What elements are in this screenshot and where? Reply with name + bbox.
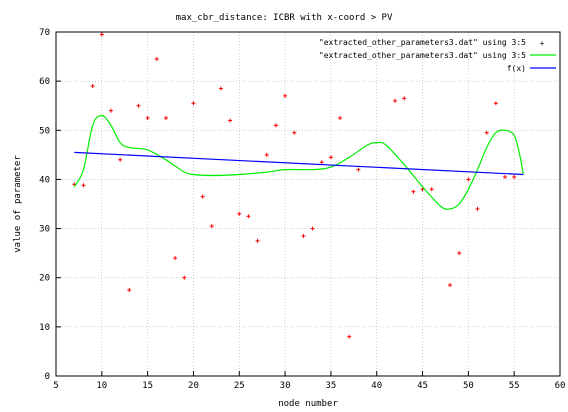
data-point [411,189,416,194]
data-point [328,155,333,160]
data-point [466,177,471,182]
x-tick-label: 40 [371,381,382,391]
legend-label-fx: f(x) [507,64,526,73]
smooth-curve-series [73,114,524,210]
data-point [292,130,297,135]
data-point [402,96,407,101]
y-tick-label: 20 [39,274,50,284]
x-tick-label: 45 [417,381,428,391]
data-point [493,101,498,106]
data-point [347,334,352,339]
data-point [182,275,187,280]
y-axis-label: value of parameter [13,155,23,253]
data-point [218,86,223,91]
data-point [136,103,141,108]
data-point [237,211,242,216]
legend-marker-points: + [540,39,545,48]
data-point [356,167,361,172]
legend-label-smooth: "extracted_other_parameters3.dat" using … [319,51,526,60]
y-tick-label: 50 [39,126,50,136]
y-tick-label: 30 [39,225,50,235]
data-point [200,194,205,199]
data-point [255,238,260,243]
x-tick-label: 60 [555,381,566,391]
data-point [90,84,95,89]
data-point [301,233,306,238]
data-point [273,123,278,128]
chart-title: max_cbr_distance: ICBR with x-coord > PV [176,13,393,23]
y-tick-label: 60 [39,77,50,87]
data-point [191,101,196,106]
data-point [512,174,517,179]
data-point [448,283,453,288]
x-axis-label: node number [278,399,338,409]
data-point [145,116,150,120]
data-point [127,288,132,292]
data-point [319,160,324,165]
scatter-series [72,32,517,339]
data-point [264,152,269,157]
data-point [457,251,462,256]
x-axis-ticks: 5 10 15 20 25 30 35 40 45 50 55 60 [53,371,565,391]
data-point [503,174,508,179]
grid [56,32,560,376]
data-point [228,118,233,123]
data-point [246,214,251,219]
x-tick-label: 15 [142,381,153,391]
y-tick-label: 70 [39,28,50,38]
x-tick-label: 50 [463,381,474,391]
data-point [99,32,104,37]
x-tick-label: 35 [325,381,336,391]
data-point [173,256,178,261]
legend: "extracted_other_parameters3.dat" using … [319,38,556,73]
x-tick-label: 10 [96,381,107,391]
data-point [154,57,159,62]
data-point [475,206,480,211]
data-point [484,130,489,135]
data-point [108,108,113,113]
plot-frame [55,31,561,377]
y-tick-label: 0 [45,372,50,382]
y-tick-label: 40 [39,175,50,185]
data-point [163,116,168,120]
data-point [338,116,343,120]
legend-label-points: "extracted_other_parameters3.dat" using … [319,38,526,47]
data-point [283,93,288,98]
x-tick-label: 20 [188,381,199,391]
x-tick-label: 55 [509,381,520,391]
x-tick-label: 5 [53,381,58,391]
series-layer [72,32,524,339]
data-point [209,224,214,229]
x-tick-label: 25 [234,381,245,391]
data-point [81,183,86,188]
data-point [429,187,434,192]
x-tick-label: 30 [280,381,291,391]
y-axis-ticks: 0 10 20 30 40 50 60 70 [39,28,61,382]
data-point [118,157,123,162]
data-point [393,98,398,103]
fit-line-series [74,151,524,176]
y-tick-label: 10 [39,323,50,333]
data-point [310,226,315,231]
